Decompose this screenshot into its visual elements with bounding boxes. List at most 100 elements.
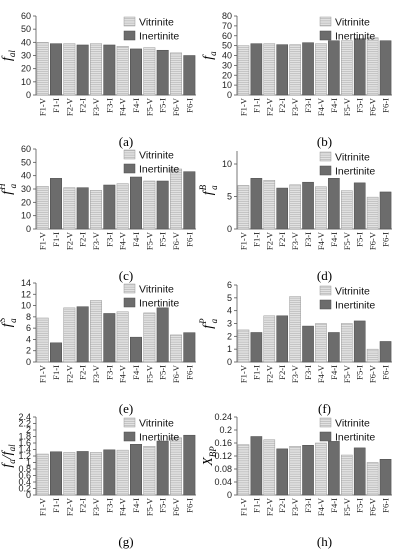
- y-tick-label: 0.2: [18, 484, 31, 494]
- y-axis-label-suffix-sub: al: [7, 444, 17, 452]
- x-tick-label: F1-V: [238, 497, 248, 516]
- y-axis-label: XBP: [201, 446, 218, 467]
- bar-f1-v: [36, 317, 49, 363]
- legend-swatch-vitrinite: [123, 16, 136, 27]
- bar-f6-i: [183, 332, 196, 363]
- x-tick-label: F6-I: [381, 365, 391, 380]
- bar-f5-i: [353, 320, 366, 363]
- bar-f2-v: [263, 315, 276, 363]
- y-tick-label: 1: [227, 344, 232, 354]
- panel-label: (a): [119, 134, 133, 149]
- bar-f5-i: [353, 38, 366, 96]
- y-tick-label: 6: [227, 280, 232, 290]
- legend-label-inertinite: Inertinite: [139, 298, 179, 310]
- bar-f3-v: [289, 184, 301, 230]
- bar-f4-i: [328, 40, 340, 96]
- x-tick-label: F2-I: [277, 98, 287, 113]
- y-axis-label: fal: [0, 50, 17, 61]
- bar-f2-v: [63, 307, 76, 363]
- x-tick-label: F5-V: [342, 497, 352, 516]
- x-tick-label: F2-I: [277, 365, 287, 380]
- y-tick-label: 0: [26, 224, 31, 234]
- y-tick-label: 50: [222, 41, 232, 51]
- y-tick-label: 60: [222, 31, 232, 41]
- bar-f1-v: [237, 329, 250, 363]
- y-tick-label: 1.2: [18, 451, 31, 461]
- x-tick-label: F3-V: [91, 364, 101, 383]
- bar-f6-i: [379, 40, 392, 96]
- bar-f5-i: [156, 307, 169, 363]
- bar-f1-i: [250, 436, 263, 496]
- bar-f3-v: [90, 300, 102, 363]
- y-tick-label: 10: [222, 159, 232, 169]
- y-axis-label-main: f: [201, 189, 216, 195]
- y-tick-label: 10: [21, 77, 31, 87]
- x-tick-label: F1-V: [238, 231, 248, 250]
- x-tick-label: F5-I: [158, 498, 168, 513]
- legend-swatch-vitrinite: [319, 16, 332, 27]
- x-tick-label: F2-I: [78, 232, 88, 247]
- x-tick-label: F2-V: [64, 364, 74, 383]
- bar-f4-v: [116, 449, 129, 496]
- bar-f6-i: [379, 191, 392, 230]
- y-tick-label: 10: [222, 80, 232, 90]
- x-tick-label: F3-V: [290, 97, 300, 116]
- x-tick-label: F2-I: [78, 498, 88, 513]
- x-tick-label: F1-V: [238, 97, 248, 116]
- x-tick-label: F5-V: [342, 364, 352, 383]
- panel-label: (c): [119, 268, 133, 283]
- x-tick-label: F3-V: [290, 231, 300, 250]
- x-tick-label: F2-V: [264, 231, 274, 250]
- y-axis-label: fa/fal: [0, 444, 17, 468]
- x-tick-label: F5-I: [158, 365, 168, 380]
- x-tick-label: F5-I: [355, 365, 365, 380]
- y-axis-label-sub: BP: [208, 446, 218, 457]
- x-tick-label: F2-I: [78, 365, 88, 380]
- bar-f6-v: [366, 37, 379, 96]
- y-axis-label-sub: a: [209, 185, 219, 190]
- bar-f6-i: [183, 171, 196, 230]
- legend-label-vitrinite: Vitrinite: [139, 17, 174, 29]
- x-tick-label: F6-V: [171, 231, 181, 250]
- x-tick-label: F1-V: [38, 497, 48, 516]
- x-tick-label: F6-I: [381, 98, 391, 113]
- y-axis-label-main: f: [0, 55, 15, 61]
- y-tick-label: 12: [21, 289, 31, 299]
- bar-f4-v: [116, 183, 129, 230]
- x-tick-label: F1-V: [238, 364, 248, 383]
- y-tick-label: 8: [26, 312, 31, 322]
- bar-f1-v: [237, 185, 250, 230]
- bar-f1-v: [237, 45, 250, 96]
- x-tick-label: F4-V: [118, 97, 128, 116]
- bar-f4-i: [130, 444, 142, 496]
- legend-label-inertinite: Inertinite: [139, 31, 179, 43]
- bar-f5-v: [143, 180, 156, 230]
- bar-f6-v: [170, 437, 182, 496]
- x-tick-label: F4-I: [329, 498, 339, 513]
- bar-f4-i: [328, 332, 340, 363]
- bar-f6-v: [366, 462, 379, 496]
- bar-f1-i: [250, 178, 263, 230]
- y-tick-label: 0.4: [18, 477, 31, 487]
- x-tick-label: F6-I: [381, 232, 391, 247]
- x-tick-label: F2-I: [78, 98, 88, 113]
- bar-f3-i: [302, 325, 314, 363]
- legend-swatch-inertinite: [319, 30, 332, 41]
- x-tick-label: F6-V: [368, 497, 378, 516]
- legend-label-inertinite: Inertinite: [139, 164, 179, 176]
- bar-f5-i: [353, 182, 366, 230]
- bar-f6-i: [379, 459, 392, 496]
- y-tick-label: 0.12: [214, 451, 232, 461]
- y-axis-label-main: f: [201, 54, 216, 60]
- panel-c: 0 10 20 30 40 50 60 F1-V F1-I F2-V F2-I F3-V F3-I F4-…: [0, 144, 196, 283]
- x-tick-label: F1-I: [251, 498, 261, 513]
- y-tick-label: 20: [21, 197, 31, 207]
- y-tick-label: 1.6: [18, 438, 31, 448]
- panel-label: (g): [118, 534, 133, 549]
- bar-f2-i: [276, 44, 289, 96]
- bar-f4-i: [130, 336, 142, 363]
- x-tick-label: F6-V: [368, 231, 378, 250]
- bar-f4-i: [130, 48, 142, 96]
- y-tick-label: 0.16: [214, 438, 232, 448]
